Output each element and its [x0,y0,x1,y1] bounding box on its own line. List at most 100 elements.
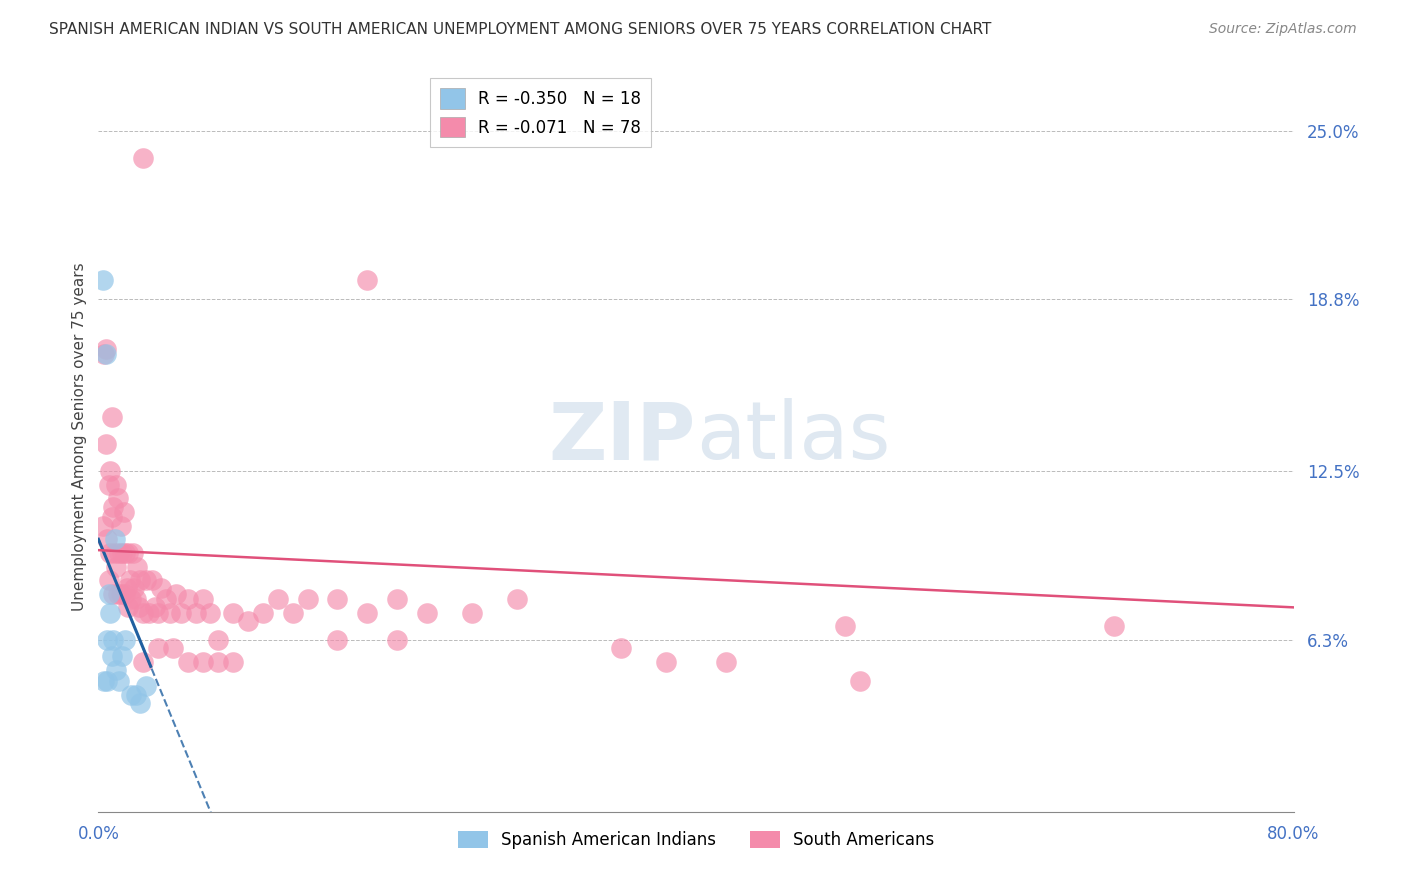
Point [98,606,122,620]
Point [297,592,319,607]
Point [326,633,349,648]
Point [610,641,633,656]
Point [105,663,128,677]
Point [110,587,132,601]
Point [112,505,135,519]
Point [132,606,155,620]
Point [138,606,160,620]
Point [121,546,143,560]
Point [135,679,157,693]
Point [114,633,136,648]
Point [129,696,152,710]
Point [96,533,118,547]
Point [97,587,120,601]
Point [416,606,439,620]
Point [385,592,409,607]
Point [356,273,378,287]
Point [125,592,148,607]
Point [177,655,200,669]
Point [105,559,128,574]
Point [118,573,141,587]
Point [114,546,136,560]
Point [207,633,229,648]
Point [94,342,117,356]
Point [655,655,678,669]
Legend: Spanish American Indians, South Americans: Spanish American Indians, South American… [451,824,941,855]
Point [222,655,245,669]
Point [148,606,170,620]
Point [132,151,155,165]
Point [97,477,120,491]
Point [107,587,129,601]
Point [104,546,127,560]
Point [191,655,214,669]
Point [103,587,125,601]
Text: Source: ZipAtlas.com: Source: ZipAtlas.com [1209,22,1357,37]
Point [143,600,166,615]
Point [108,673,131,688]
Point [162,641,184,656]
Text: ZIP: ZIP [548,398,696,476]
Text: atlas: atlas [696,398,890,476]
Point [94,347,117,361]
Point [101,409,124,424]
Point [93,347,115,361]
Point [849,673,872,688]
Point [98,546,122,560]
Point [125,688,148,702]
Point [135,573,157,587]
Point [461,606,484,620]
Point [148,641,170,656]
Point [104,533,127,547]
Point [108,546,131,560]
Point [141,573,163,587]
Point [326,592,349,607]
Point [127,559,149,574]
Point [93,673,115,688]
Point [165,587,187,601]
Point [155,592,177,607]
Point [97,573,120,587]
Point [94,437,117,451]
Point [834,619,856,633]
Point [184,606,207,620]
Point [101,649,124,664]
Text: SPANISH AMERICAN INDIAN VS SOUTH AMERICAN UNEMPLOYMENT AMONG SENIORS OVER 75 YEA: SPANISH AMERICAN INDIAN VS SOUTH AMERICA… [49,22,991,37]
Point [129,573,152,587]
Point [200,606,222,620]
Point [115,582,138,596]
Point [1104,619,1126,633]
Y-axis label: Unemployment Among Seniors over 75 years: Unemployment Among Seniors over 75 years [72,263,87,611]
Point [98,464,122,478]
Point [356,606,378,620]
Point [177,592,200,607]
Point [267,592,290,607]
Point [128,600,150,615]
Point [236,614,259,628]
Point [96,633,118,648]
Point [103,500,125,514]
Point [111,649,134,664]
Point [207,655,229,669]
Point [101,510,124,524]
Point [105,477,128,491]
Point [222,606,245,620]
Point [120,688,142,702]
Point [150,582,173,596]
Point [281,606,304,620]
Point [117,600,139,615]
Point [506,592,529,607]
Point [124,582,146,596]
Point [111,546,134,560]
Point [159,606,181,620]
Point [110,518,132,533]
Point [252,606,274,620]
Point [117,546,139,560]
Point [714,655,737,669]
Point [96,673,118,688]
Point [385,633,409,648]
Point [103,633,125,648]
Point [169,606,191,620]
Point [132,655,155,669]
Point [91,518,114,533]
